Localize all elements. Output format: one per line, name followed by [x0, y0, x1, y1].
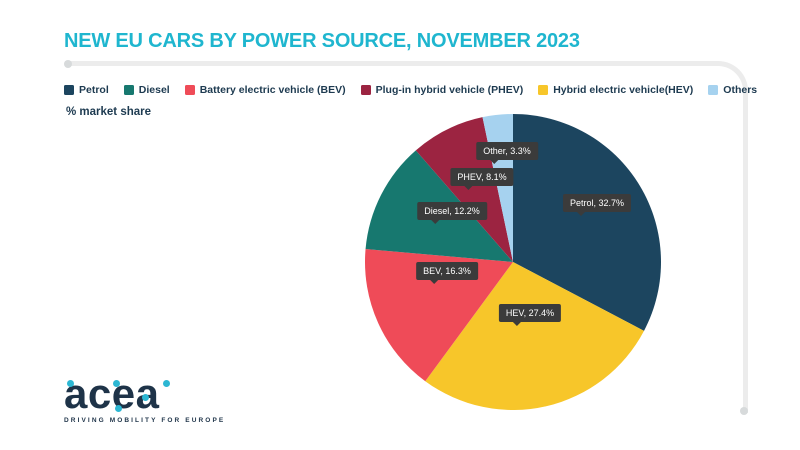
- legend-label: Others: [723, 84, 758, 96]
- legend-label: Battery electric vehicle (BEV): [199, 84, 346, 96]
- legend-swatch-icon: [64, 85, 74, 95]
- pie-label-hev: HEV, 27.4%: [498, 304, 562, 326]
- logo-dot-icon: [142, 394, 149, 401]
- pie-slice-petrol: [513, 114, 661, 331]
- legend-label: Plug-in hybrid vehicle (PHEV): [375, 84, 524, 96]
- logo-dot-icon: [163, 380, 170, 387]
- legend-swatch-icon: [184, 85, 195, 95]
- legend-label: Petrol: [79, 84, 109, 96]
- pie-chart: [364, 114, 661, 410]
- decorative-border-start-cap: [64, 60, 72, 68]
- chart-unit-label: % market share: [66, 106, 152, 118]
- legend-item-others: Others: [708, 84, 757, 96]
- legend-item-plug-in-hybrid-vehicle-phev: Plug-in hybrid vehicle (PHEV): [360, 84, 524, 96]
- pie-label-other: Other, 3.3%: [476, 142, 538, 164]
- acea-logo-wordmark: acea: [64, 371, 194, 416]
- decorative-border-end-cap: [740, 407, 748, 415]
- pie-label-bev: BEV, 16.3%: [416, 262, 478, 284]
- logo-dot-icon: [113, 380, 120, 387]
- pie-label-petrol: Petrol, 32.7%: [562, 194, 632, 216]
- legend-item-diesel: Diesel: [123, 84, 170, 96]
- pie-chart-area: [353, 102, 673, 422]
- legend-label: Hybrid electric vehicle(HEV): [553, 84, 694, 96]
- logo-dot-icon: [67, 380, 74, 387]
- legend: Petrol Diesel Battery electric vehicle (BE…: [64, 84, 772, 96]
- pie-slice-hev: [425, 262, 645, 410]
- acea-logo: acea DRIVING MOBILITY FOR EUROPE: [64, 371, 226, 425]
- pie-slice-bev: [364, 249, 513, 382]
- legend-swatch-icon: [123, 85, 134, 95]
- legend-swatch-icon: [360, 85, 371, 95]
- acea-logo-tagline: DRIVING MOBILITY FOR EUROPE: [64, 417, 226, 425]
- logo-dot-icon: [115, 405, 122, 412]
- legend-item-hybrid-electric-vehicle-hev: Hybrid electric vehicle(HEV): [538, 84, 693, 96]
- pie-label-diesel: Diesel, 12.2%: [417, 202, 487, 224]
- legend-swatch-icon: [538, 85, 549, 95]
- legend-swatch-icon: [708, 85, 719, 95]
- page-title: NEW EU CARS BY POWER SOURCE, NOVEMBER 20…: [64, 30, 580, 52]
- legend-item-battery-electric-vehicle-bev: Battery electric vehicle (BEV): [184, 84, 346, 96]
- legend-item-petrol: Petrol: [64, 84, 109, 96]
- legend-label: Diesel: [138, 84, 170, 96]
- pie-label-phev: PHEV, 8.1%: [450, 168, 514, 190]
